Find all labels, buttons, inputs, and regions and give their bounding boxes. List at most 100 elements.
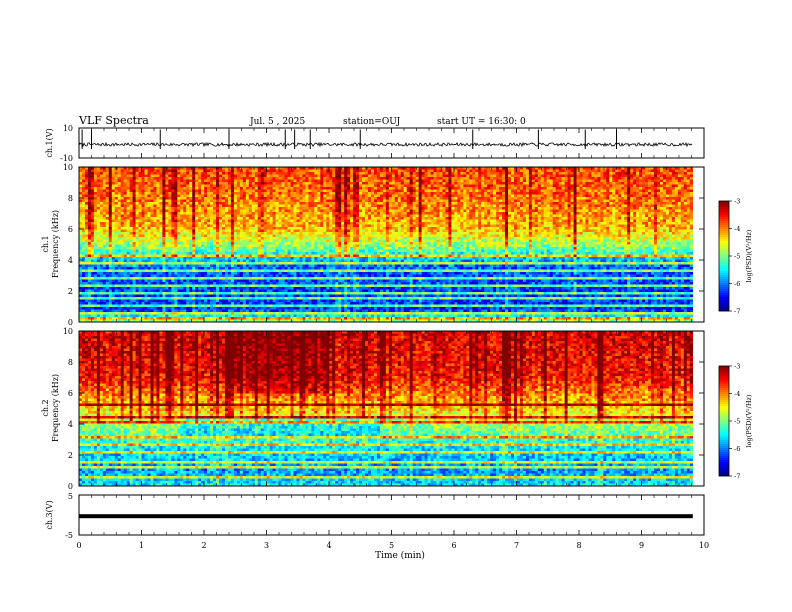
spectrogram-cell (305, 179, 309, 183)
spectrogram-cell (210, 249, 214, 253)
spectrogram-cell (165, 297, 169, 300)
spectrogram-cell (266, 279, 270, 283)
spectrogram-cell (84, 194, 89, 198)
spectrogram-cell (156, 277, 160, 280)
spectrogram-cell (126, 209, 130, 213)
spectrogram-cell (153, 242, 157, 245)
spectrogram-cell (87, 219, 92, 223)
spectrogram-cell (156, 202, 160, 205)
spectrogram-cell (195, 224, 199, 228)
spectrogram-cell (150, 252, 154, 255)
spectrogram-cell (293, 287, 297, 290)
spectrogram-cell (111, 274, 116, 278)
spectrogram-cell (183, 289, 187, 293)
spectrogram-cell (174, 177, 178, 180)
spectrogram-cell (302, 279, 306, 283)
spectrogram-cell (284, 174, 288, 178)
spectrogram-cell (296, 309, 300, 313)
spectrogram-cell (251, 209, 256, 213)
spectrogram-cell (204, 212, 208, 215)
spectrogram-cell (305, 312, 309, 315)
spectrogram-cell (79, 252, 83, 255)
spectrogram-cell (207, 319, 211, 323)
spectrogram-cell (257, 199, 262, 203)
spectrogram-cell (305, 202, 309, 205)
spectrogram-cell (266, 307, 270, 310)
spectrogram-cell (165, 187, 169, 190)
spectrogram-cell (281, 254, 285, 258)
spectrogram-cell (281, 242, 285, 245)
spectrogram-cell (204, 249, 208, 253)
spectrogram-cell (266, 267, 270, 270)
spectrogram-cell (90, 307, 95, 310)
spectrogram-cell (135, 214, 139, 218)
spectrogram-cell (177, 227, 181, 230)
spectrogram-cell (192, 219, 196, 223)
spectrogram-cell (311, 219, 315, 223)
spectrogram-cell (141, 292, 145, 295)
spectrogram-cell (242, 189, 247, 193)
spectrogram-cell (245, 259, 250, 263)
spectrogram-cell (287, 257, 291, 260)
spectrogram-cell (90, 202, 95, 205)
spectrogram-cell (284, 239, 288, 243)
spectrogram-cell (201, 267, 205, 270)
spectrogram-cell (183, 212, 187, 215)
spectrogram-cell (257, 289, 262, 293)
spectrogram-cell (230, 182, 235, 185)
spectrogram-cell (150, 214, 154, 218)
spectrogram-cell (230, 167, 235, 170)
spectrogram-cell (233, 222, 238, 225)
spectrogram-cell (275, 197, 279, 200)
spectrogram-cell (129, 267, 133, 270)
spectrogram-cell (213, 179, 217, 183)
spectrogram-cell (260, 177, 265, 180)
spectrogram-cell (269, 319, 273, 323)
spectrogram-cell (207, 212, 211, 215)
spectrogram-cell (111, 199, 116, 203)
spectrogram-cell (90, 212, 95, 215)
spectrogram-cell (281, 194, 285, 198)
spectrogram-cell (210, 314, 214, 318)
spectrogram-cell (144, 289, 148, 293)
spectrogram-cell (305, 194, 309, 198)
spectrogram-cell (290, 187, 294, 190)
spectrogram-cell (281, 237, 285, 240)
spectrogram-cell (189, 297, 193, 300)
spectrogram-cell (263, 292, 267, 295)
spectrogram-cell (144, 297, 148, 300)
spectrogram-cell (153, 174, 157, 178)
spectrogram-cell (275, 269, 279, 273)
spectrogram-cell (263, 262, 267, 265)
spectrogram-cell (281, 249, 285, 253)
spectrogram-cell (192, 257, 196, 260)
spectrogram-cell (260, 192, 265, 195)
spectrogram-cell (278, 174, 282, 178)
spectrogram-cell (177, 277, 181, 280)
spectrogram-cell (195, 309, 199, 313)
spectrogram-cell (102, 287, 107, 290)
spectrogram-cell (150, 274, 154, 278)
spectrogram-cell (84, 229, 89, 233)
spectrogram-cell (245, 317, 250, 320)
spectrogram-cell (171, 249, 175, 253)
spectrogram-cell (171, 224, 175, 228)
spectrogram-cell (233, 174, 238, 178)
spectrogram-cell (195, 277, 199, 280)
spectrogram-cell (281, 229, 285, 233)
spectrogram-cell (222, 199, 226, 203)
spectrogram-cell (123, 267, 127, 270)
spectrogram-cell (126, 309, 130, 313)
spectrogram-cell (111, 287, 116, 290)
spectrogram-cell (263, 199, 267, 203)
spectrogram-cell (153, 229, 157, 233)
spectrogram-cell (242, 297, 247, 300)
spectrogram-cell (183, 312, 187, 315)
spectrogram-cell (278, 222, 282, 225)
spectrogram-cell (162, 234, 166, 238)
spectrogram-cell (111, 292, 116, 295)
spectrogram-cell (248, 317, 253, 320)
spectrogram-cell (186, 244, 190, 248)
spectrogram-cell (120, 207, 124, 210)
spectrogram-cell (251, 204, 256, 208)
